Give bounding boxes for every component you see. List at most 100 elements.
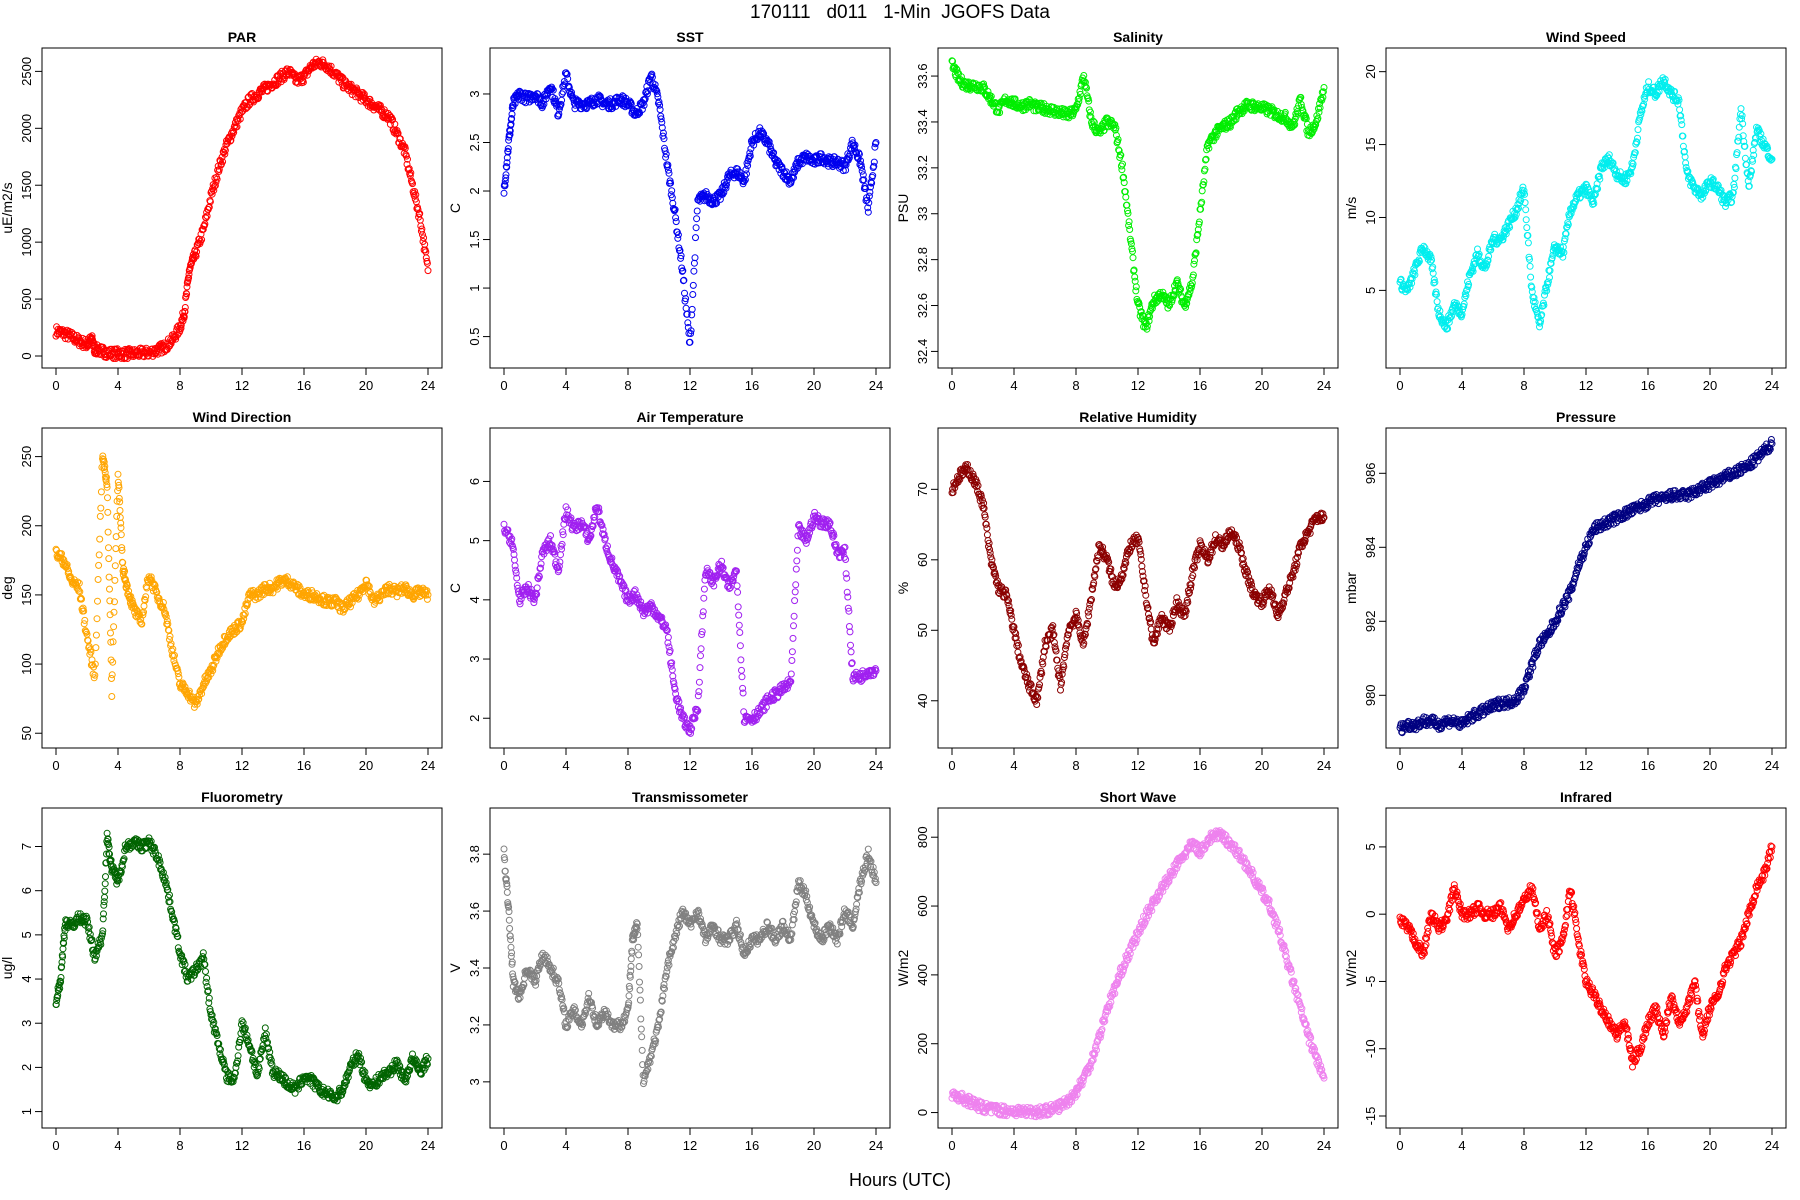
salinity-point <box>1205 144 1213 152</box>
par-point <box>167 340 175 348</box>
salinity-point <box>1136 303 1144 311</box>
salinity-x-tick-label: 24 <box>1317 378 1331 393</box>
air-temperature-point <box>738 666 745 674</box>
relative-humidity-y-tick-label: 60 <box>915 553 930 567</box>
sst-point <box>509 101 517 109</box>
sst-point <box>501 182 509 190</box>
sst-point <box>683 310 691 318</box>
salinity-point <box>1120 179 1128 187</box>
wind-direction-point <box>94 597 101 605</box>
par-point <box>193 248 201 256</box>
relative-humidity-x-tick-label: 20 <box>1255 758 1269 773</box>
par-y-tick-label: 1000 <box>19 228 34 257</box>
wind-speed-point <box>1562 230 1570 238</box>
wind-speed-point <box>1557 243 1564 251</box>
salinity-point <box>1124 209 1132 217</box>
sst-point <box>664 166 672 174</box>
wind-speed-point <box>1544 281 1552 288</box>
sst-point <box>506 131 514 139</box>
salinity-point <box>1316 104 1324 112</box>
salinity-point <box>1120 173 1128 181</box>
sst-point <box>667 179 675 187</box>
salinity-point <box>1100 126 1108 134</box>
sst-y-tick-label: 3 <box>467 90 482 97</box>
salinity-point <box>1114 136 1122 143</box>
sst-point <box>767 147 775 155</box>
sst-x-tick-label: 20 <box>807 378 821 393</box>
sst-point <box>655 98 663 106</box>
wind-speed-point <box>1634 134 1641 142</box>
wind-speed-point <box>1676 106 1684 114</box>
air-temperature-points <box>500 503 880 737</box>
wind-speed-point <box>1523 224 1531 232</box>
relative-humidity-point <box>983 524 991 532</box>
salinity-point <box>1089 117 1097 125</box>
salinity-point <box>1226 123 1234 131</box>
par-point <box>360 90 368 98</box>
wind-speed-point <box>1737 105 1745 113</box>
wind-speed-point <box>1445 318 1453 326</box>
salinity-point <box>1299 107 1307 115</box>
wind-direction-x-tick-label: 24 <box>421 758 435 773</box>
air-temperature-point <box>790 622 797 630</box>
air-temperature-x-tick-label: 8 <box>624 758 631 773</box>
air-temperature-point <box>793 546 801 554</box>
wind-speed-point <box>1559 253 1567 261</box>
wind-direction-points <box>52 452 432 711</box>
air-temperature-point <box>734 588 742 596</box>
wind-speed-point <box>1526 262 1534 270</box>
sst-point <box>682 304 690 312</box>
par-point <box>166 341 174 349</box>
sst-point <box>867 183 874 191</box>
sst-point <box>657 115 665 123</box>
sst-point <box>555 110 563 118</box>
page-title: 170111 d011 1-Min JGOFS Data <box>750 2 1050 23</box>
wind-speed-point <box>1499 236 1507 244</box>
air-temperature-x-tick-label: 16 <box>745 758 759 773</box>
salinity-y-tick-label: 33.6 <box>915 63 930 88</box>
salinity-point <box>1083 84 1090 92</box>
salinity-point <box>1132 287 1140 295</box>
sst-point <box>802 153 810 160</box>
sst-point <box>643 90 651 98</box>
sst-point <box>860 176 868 184</box>
sst-point <box>503 163 511 171</box>
sst-point <box>563 70 571 78</box>
sst-point <box>719 190 727 198</box>
wind-speed-point <box>1527 273 1535 281</box>
wind-direction-y-tick-label: 200 <box>19 515 34 537</box>
sst-point <box>723 181 730 189</box>
salinity-point <box>1131 273 1139 281</box>
air-temperature-y-tick-label: 5 <box>467 537 482 544</box>
salinity-point <box>1090 118 1098 126</box>
par-point <box>407 169 415 177</box>
par-point <box>160 339 168 347</box>
air-temperature-point <box>792 565 800 573</box>
wind-speed-point <box>1406 283 1414 291</box>
wind-speed-point <box>1678 121 1686 129</box>
wind-speed-point <box>1520 187 1528 195</box>
sst-y-tick-label: 2 <box>467 187 482 194</box>
sst-point <box>722 184 730 192</box>
wind-speed-point <box>1444 325 1452 333</box>
sst-point <box>684 319 692 327</box>
sst-x-tick-label: 12 <box>683 378 697 393</box>
air-temperature-y-tick-label: 6 <box>467 478 482 485</box>
sst-point <box>687 330 695 337</box>
relative-humidity-x-tick-label: 12 <box>1131 758 1145 773</box>
salinity-point <box>1319 88 1327 96</box>
sst-point <box>503 159 511 167</box>
par-point <box>181 308 189 316</box>
wind-direction-point <box>93 615 101 623</box>
par-point <box>172 333 180 341</box>
par-point <box>420 234 428 242</box>
air-temperature-point <box>790 612 798 620</box>
sst-point <box>858 167 866 175</box>
sst-point <box>743 170 750 178</box>
sst-point <box>644 87 652 95</box>
air-temperature-x-tick-label: 24 <box>869 758 883 773</box>
relative-humidity-x-tick-label: 16 <box>1193 758 1207 773</box>
par-point <box>185 270 193 278</box>
